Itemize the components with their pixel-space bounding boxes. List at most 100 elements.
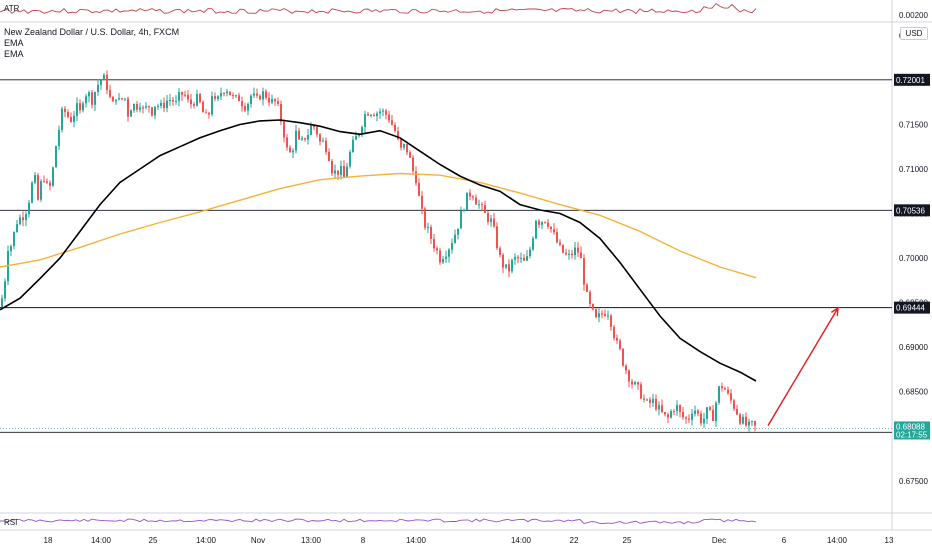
candle-down (328, 152, 330, 161)
candle-down (727, 389, 729, 394)
candle-up (217, 96, 219, 99)
candle-down (436, 248, 438, 251)
candle-up (25, 214, 27, 221)
candle-down (562, 244, 564, 253)
candle-down (523, 257, 525, 261)
candle-up (742, 416, 744, 424)
candle-down (538, 220, 540, 225)
candle-down (724, 388, 726, 390)
candle-down (601, 313, 603, 315)
time-tick-label: 6 (782, 536, 787, 545)
candle-down (709, 407, 711, 410)
candle-up (58, 129, 60, 147)
candle-up (124, 98, 126, 100)
candle-down (637, 382, 639, 385)
atr-line (0, 2, 757, 15)
rsi-pane-label[interactable]: RSI (4, 518, 18, 527)
candle-down (409, 152, 411, 158)
candle-up (514, 257, 516, 260)
candle-down (184, 94, 186, 96)
candle-down (187, 94, 189, 100)
candle-down (244, 106, 246, 111)
time-tick-label: 14:00 (511, 536, 532, 545)
time-tick-label: 25 (623, 536, 632, 545)
atr-pane-label[interactable]: ATR (4, 4, 20, 13)
candle-up (526, 256, 528, 261)
candle-up (322, 140, 324, 142)
price-tick-label: 0.71000 (899, 165, 928, 174)
candle-up (211, 96, 213, 115)
candle-up (346, 166, 348, 178)
current-price-tag (894, 421, 930, 440)
candle-down (649, 399, 651, 403)
candle-up (28, 202, 30, 215)
candle-down (499, 248, 501, 255)
candle-up (247, 103, 249, 111)
candle-up (748, 421, 750, 426)
candle-down (397, 131, 399, 140)
projection-arrow (767, 307, 839, 426)
candle-down (163, 102, 165, 109)
candle-up (364, 114, 366, 127)
candle-down (739, 414, 741, 424)
candle-up (19, 217, 21, 225)
candle-down (373, 114, 375, 117)
candle-down (556, 232, 558, 243)
candle-down (190, 99, 192, 105)
candle-down (604, 314, 606, 316)
candle-down (439, 250, 441, 263)
candle-up (532, 238, 534, 250)
candle-up (676, 405, 678, 412)
candle-up (694, 410, 696, 414)
atr-value-label: 0.00200 (899, 11, 928, 20)
candle-up (139, 107, 141, 110)
ema-indicator-label-1[interactable]: EMA (4, 38, 24, 48)
time-tick-label: 14:00 (196, 536, 217, 545)
candle-up (307, 135, 309, 140)
candle-down (193, 104, 195, 106)
candle-up (292, 150, 294, 153)
candle-up (448, 249, 450, 257)
candle-down (517, 257, 519, 259)
candle-down (664, 412, 666, 415)
candle-up (691, 413, 693, 420)
candle-up (1, 298, 3, 308)
candle-down (502, 254, 504, 268)
candle-down (67, 112, 69, 117)
candle-up (634, 382, 636, 385)
candle-down (640, 384, 642, 399)
candle-down (406, 143, 408, 153)
candle-down (424, 208, 426, 228)
candle-down (148, 106, 150, 108)
ema-indicator-label-2[interactable]: EMA (4, 49, 24, 59)
candle-up (379, 111, 381, 114)
candle-down (172, 99, 174, 102)
rsi-line (0, 518, 757, 525)
candle-up (646, 399, 648, 401)
candle-up (73, 115, 75, 122)
candle-up (349, 152, 351, 167)
candle-down (214, 96, 216, 99)
candle-up (10, 246, 12, 252)
candle-up (454, 234, 456, 244)
candle-down (142, 107, 144, 109)
candle-down (208, 112, 210, 115)
candle-up (31, 182, 33, 203)
level-price-tag-label: 0.70536 (896, 206, 925, 215)
candle-down (508, 264, 510, 272)
candle-up (4, 281, 6, 299)
candle-up (178, 92, 180, 101)
countdown-label: 02:17:55 (896, 430, 928, 439)
currency-button[interactable]: USD (900, 27, 928, 40)
candle-down (697, 410, 699, 414)
candle-down (631, 381, 633, 385)
ema-slow-line (0, 172, 757, 279)
candle-down (331, 160, 333, 174)
candle-down (286, 137, 288, 148)
candle-down (721, 386, 723, 389)
candle-down (256, 93, 258, 96)
candle-down (583, 258, 585, 285)
time-tick-label: 14:00 (406, 536, 427, 545)
candle-down (745, 416, 747, 426)
